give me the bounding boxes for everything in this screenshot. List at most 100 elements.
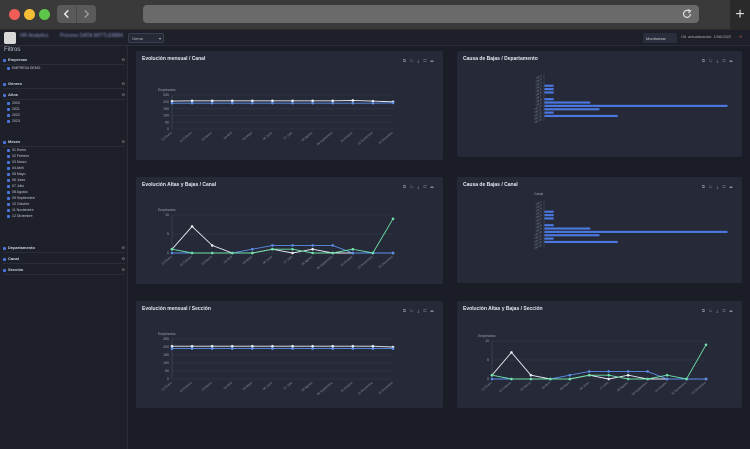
panel-toolbar[interactable]: ⧉ ↻ ⤓ ▢ ☰ xyxy=(403,58,435,63)
filter-option[interactable]: 10 Octubre xyxy=(3,201,125,207)
collapse-icon[interactable]: ⊖ xyxy=(121,92,125,97)
y-tick-label: cat 3 xyxy=(535,206,543,213)
bar xyxy=(544,230,728,233)
data-point xyxy=(311,344,314,348)
filter-section-header[interactable]: Canal ⊖ xyxy=(3,256,125,264)
filter-option[interactable]: 08 Agosto xyxy=(3,189,125,195)
x-tick-label: 03 Marzo xyxy=(519,380,531,391)
filter-option[interactable]: 2023 xyxy=(3,118,125,124)
filter-option[interactable]: 2020 xyxy=(3,100,125,106)
collapse-icon[interactable]: ⊖ xyxy=(121,81,125,86)
y-tick-label: 250 xyxy=(163,337,169,341)
filter-option[interactable]: 01 Enero xyxy=(3,147,125,153)
y-axis-label: Empleados xyxy=(158,208,176,212)
bar xyxy=(544,91,554,94)
filter-option[interactable]: 2021 xyxy=(3,106,125,112)
x-tick-label: 06 Junio xyxy=(262,130,274,141)
filter-section-header[interactable]: Sección ⊖ xyxy=(3,267,125,275)
y-tick-label: cat 13 xyxy=(533,114,542,121)
panel-toolbar[interactable]: ⧉ ↻ ⤓ ▢ ☰ xyxy=(403,184,435,189)
filter-option[interactable]: 04 Abril xyxy=(3,165,125,171)
filter-option[interactable]: 09 Septiembre xyxy=(3,195,125,201)
filter-section-header[interactable]: Género ⊖ xyxy=(3,81,125,89)
filter-section-label: Departamento xyxy=(8,245,35,250)
forward-button[interactable] xyxy=(76,5,95,23)
panel-toolbar[interactable]: ⧉ ↻ ⤓ ▢ ☰ xyxy=(702,308,734,313)
y-tick-label: cat 11 xyxy=(534,233,543,240)
series-line xyxy=(171,218,394,254)
filter-option[interactable]: 07 Julio xyxy=(3,183,125,189)
y-tick-label: cat 6 xyxy=(535,216,543,223)
filter-section-header[interactable]: Departamento ⊖ xyxy=(3,245,125,253)
data-point xyxy=(170,251,174,255)
panel-toolbar[interactable]: ⧉ ↻ ⤓ ▢ ☰ xyxy=(702,58,734,63)
axis-label: Canal xyxy=(534,192,543,196)
data-point xyxy=(529,373,533,377)
filter-section-header[interactable]: Años ⊖ xyxy=(3,92,125,100)
new-tab-button[interactable]: + xyxy=(730,0,750,30)
data-point xyxy=(549,377,552,381)
collapse-icon[interactable]: ⊖ xyxy=(121,245,125,250)
panel-evolucion-mensual-seccion: Evolución mensual / Sección ⧉ ↻ ⤓ ▢ ☰ Em… xyxy=(136,301,443,408)
data-point xyxy=(170,344,174,348)
close-icon[interactable]: ✕ xyxy=(739,34,743,39)
panel-title: Evolución mensual / Sección xyxy=(142,306,211,312)
data-point xyxy=(170,99,174,103)
collapse-icon[interactable]: ⊖ xyxy=(121,256,125,261)
y-tick-label: cat 3 xyxy=(535,80,543,87)
collapse-icon[interactable]: ⊖ xyxy=(121,139,125,144)
filter-option[interactable]: 03 Marzo xyxy=(3,159,125,165)
profile-select[interactable]: Gema ▾ xyxy=(128,33,164,43)
filter-section-header[interactable]: Empresas ⊖ xyxy=(3,57,125,65)
x-tick-label: 01 Enero xyxy=(161,130,173,141)
filter-option[interactable]: 02 Febrero xyxy=(3,153,125,159)
chevron-left-icon xyxy=(63,9,69,19)
data-point xyxy=(230,99,234,103)
data-point xyxy=(251,99,254,103)
y-tick-label: cat 9 xyxy=(535,100,543,107)
y-tick-label: 150 xyxy=(163,107,169,111)
filter-option[interactable]: 12 Diciembre xyxy=(3,213,125,219)
data-point xyxy=(587,370,591,373)
collapse-icon[interactable]: ⊖ xyxy=(121,57,125,62)
filter-option[interactable]: 2022 xyxy=(3,112,125,118)
monitor-button[interactable]: Monitorizar xyxy=(643,33,677,43)
data-point xyxy=(371,251,375,255)
back-button[interactable] xyxy=(57,5,76,23)
y-tick-label: 100 xyxy=(163,114,169,118)
panel-toolbar[interactable]: ⧉ ↻ ⤓ ▢ ☰ xyxy=(403,308,435,313)
x-tick-label: 08 Agosto xyxy=(300,254,313,266)
panel-toolbar[interactable]: ⧉ ↻ ⤓ ▢ ☰ xyxy=(702,184,734,189)
maximize-window-button[interactable] xyxy=(39,9,50,20)
filter-option[interactable]: 06 Junio xyxy=(3,177,125,183)
reload-icon[interactable] xyxy=(681,8,693,20)
x-tick-label: 05 Mayo xyxy=(559,380,571,391)
data-point xyxy=(568,377,572,381)
filter-section-header[interactable]: Meses ⊖ xyxy=(3,139,125,147)
data-point xyxy=(391,251,395,255)
bar xyxy=(544,98,554,101)
data-point xyxy=(210,344,214,348)
filter-option[interactable]: EMPRESA DEMO xyxy=(3,65,125,71)
address-bar[interactable] xyxy=(143,5,699,23)
minimize-window-button[interactable] xyxy=(24,9,35,20)
x-tick-label: 09 Septiembre xyxy=(631,380,649,396)
filter-option[interactable]: 11 Noviembre xyxy=(3,207,125,213)
data-point xyxy=(210,99,214,103)
filter-option[interactable]: 05 Mayo xyxy=(3,171,125,177)
y-tick-label: 10 xyxy=(485,339,489,343)
close-window-button[interactable] xyxy=(9,9,20,20)
y-tick-label: cat 7 xyxy=(535,220,543,227)
data-point xyxy=(230,347,234,350)
browser-toolbar: + xyxy=(0,0,750,30)
collapse-icon[interactable]: ⊖ xyxy=(121,267,125,272)
data-point xyxy=(331,244,335,247)
data-point xyxy=(190,225,194,228)
x-tick-label: 10 Octubre xyxy=(340,254,354,267)
panel-evolucion-mensual-canal: Evolución mensual / Canal ⧉ ↻ ⤓ ▢ ☰ Empl… xyxy=(136,51,443,160)
data-point xyxy=(510,377,513,381)
y-tick-label: 0 xyxy=(167,127,169,131)
